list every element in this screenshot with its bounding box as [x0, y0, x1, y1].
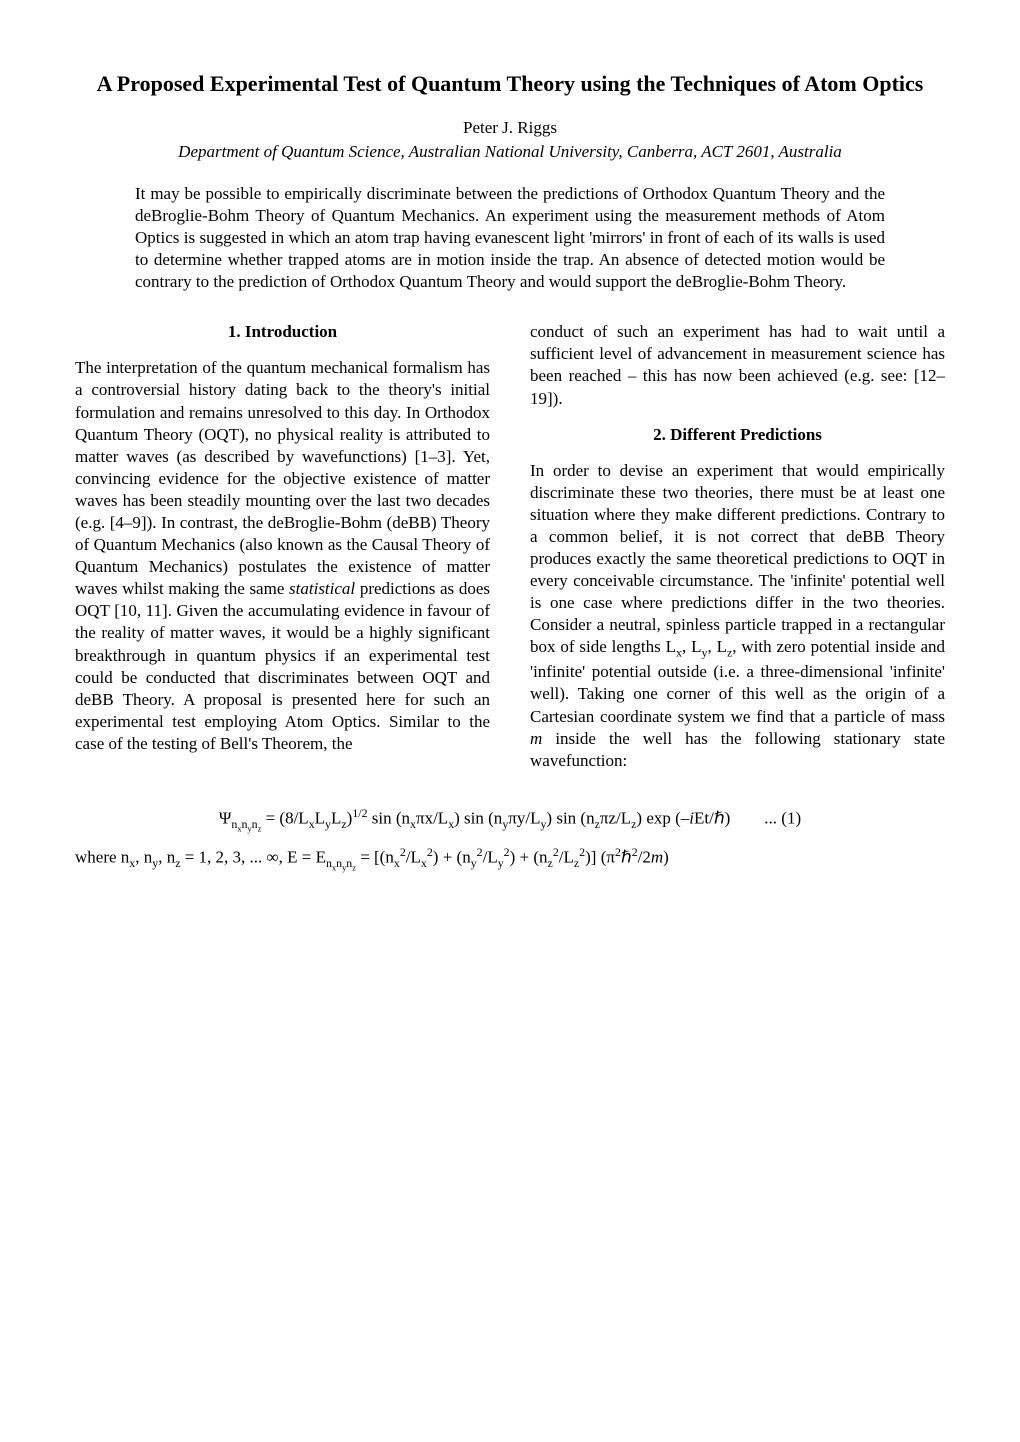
equation-where: where nx, ny, nz = 1, 2, 3, ... ∞, E = E…	[75, 845, 945, 874]
equation-1: Ψnxnynz = (8/LxLyLz)1/2 sin (nxπx/Lx) si…	[75, 806, 945, 835]
abstract-text: It may be possible to empirically discri…	[135, 183, 885, 293]
section-1-body: The interpretation of the quantum mechan…	[75, 357, 490, 755]
section-2-heading: 2. Different Predictions	[530, 424, 945, 446]
section-2-body: In order to devise an experiment that wo…	[530, 460, 945, 772]
author-affiliation: Department of Quantum Science, Australia…	[75, 141, 945, 163]
right-column: conduct of such an experiment has had to…	[530, 321, 945, 786]
paper-title: A Proposed Experimental Test of Quantum …	[75, 70, 945, 99]
section-1-continuation: conduct of such an experiment has had to…	[530, 321, 945, 409]
left-column: 1. Introduction The interpretation of th…	[75, 321, 490, 786]
two-column-body: 1. Introduction The interpretation of th…	[75, 321, 945, 786]
author-name: Peter J. Riggs	[75, 117, 945, 139]
section-1-heading: 1. Introduction	[75, 321, 490, 343]
